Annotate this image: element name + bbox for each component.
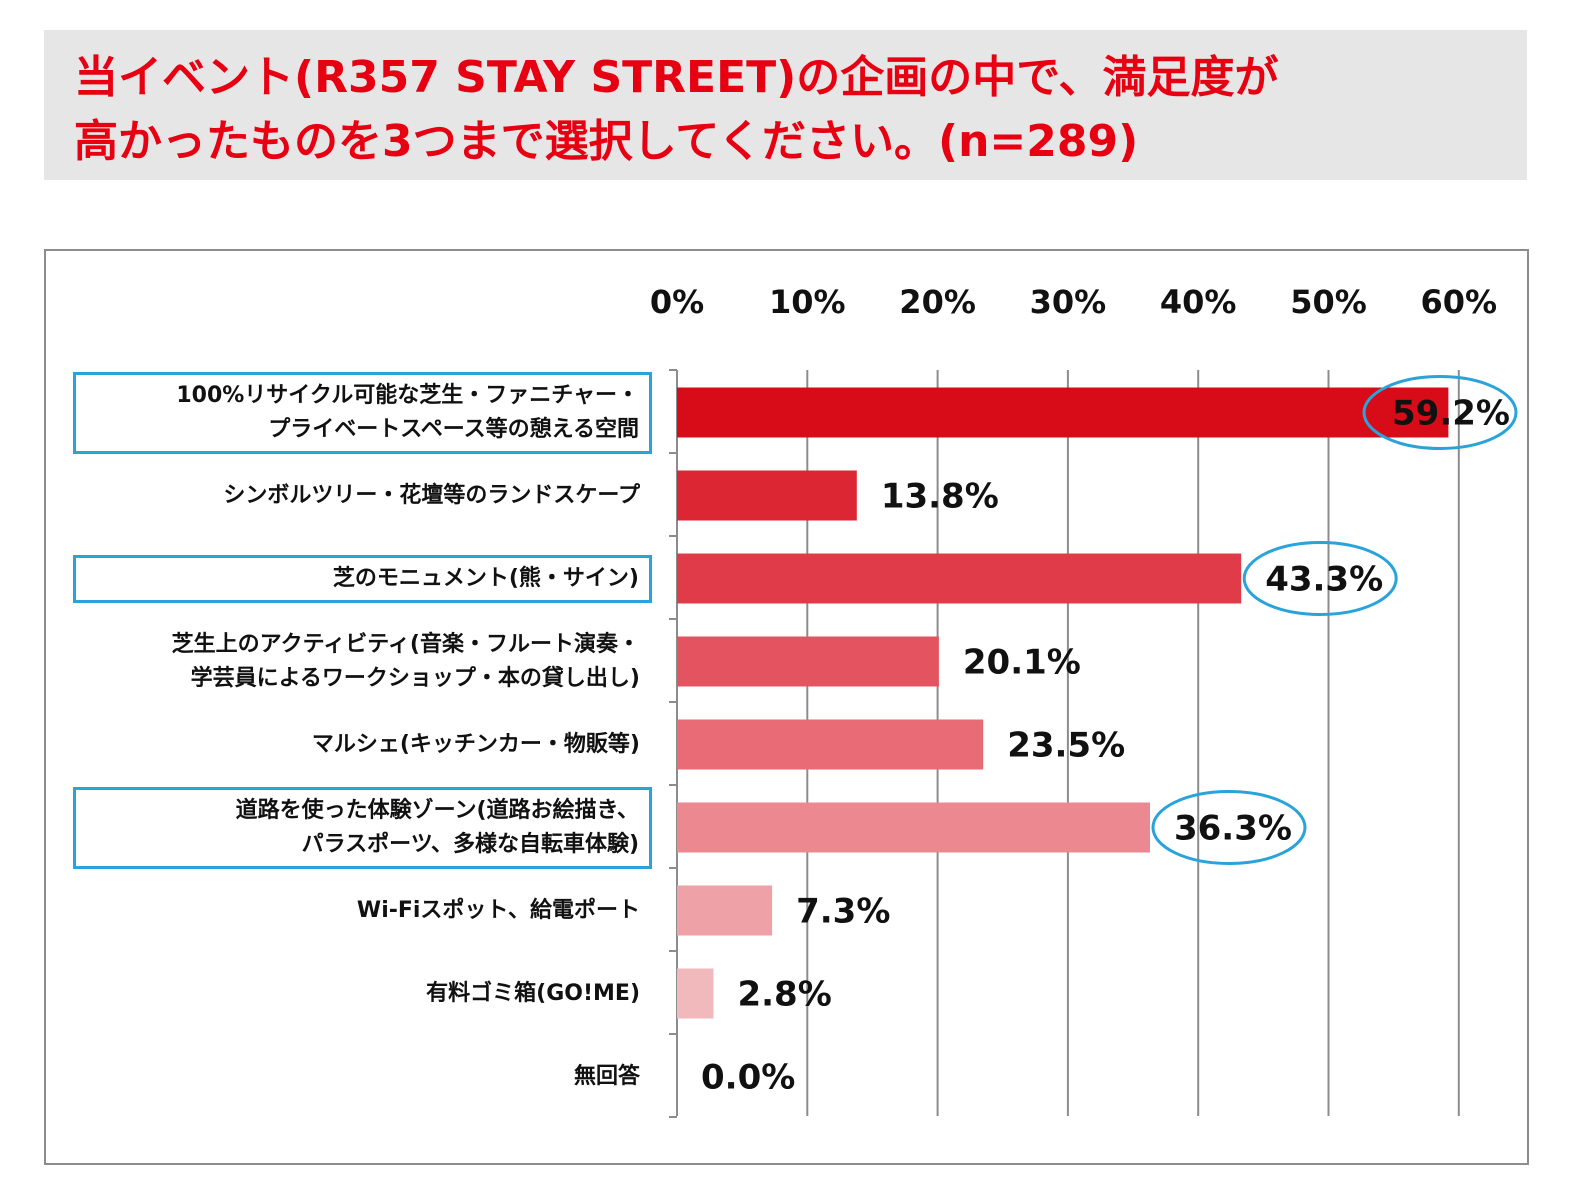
category-label: Wi-Fiスポット、給電ポート	[357, 894, 640, 928]
x-tick-label: 40%	[1160, 283, 1237, 321]
category-label-line: マルシェ(キッチンカー・物販等)	[311, 731, 640, 757]
category-label: 芝生上のアクティビティ(音楽・フルート演奏・学芸員によるワークショップ・本の貸し…	[172, 628, 640, 696]
data-label: 23.5%	[1007, 726, 1125, 766]
title-banner: 当イベント(R357 STAY STREET)の企画の中で、満足度が 高かったも…	[44, 30, 1527, 180]
category-label: 道路を使った体験ゾーン(道路お絵描き、パラスポーツ、多様な自転車体験)	[73, 786, 652, 869]
x-tick-label: 0%	[650, 283, 704, 321]
data-label: 59.2%	[1392, 394, 1510, 434]
category-label: 無回答	[574, 1060, 640, 1094]
bar	[677, 968, 714, 1019]
category-label-line: 道路を使った体験ゾーン(道路お絵描き、	[235, 797, 639, 823]
category-label-line: パラスポーツ、多様な自転車体験)	[301, 831, 639, 857]
category-label-line: 有料ゴミ箱(GO!ME)	[426, 980, 640, 1006]
data-label: 0.0%	[701, 1058, 795, 1098]
category-label: 有料ゴミ箱(GO!ME)	[426, 977, 640, 1011]
bar	[677, 636, 939, 687]
bar	[677, 719, 984, 770]
category-label-line: Wi-Fiスポット、給電ポート	[356, 897, 640, 923]
x-tick-label: 20%	[899, 283, 976, 321]
data-label: 43.3%	[1265, 560, 1383, 600]
category-label: 100%リサイクル可能な芝生・ファニチャー・プライベートスペース等の憩える空間	[73, 371, 652, 454]
data-label: 7.3%	[796, 892, 890, 932]
x-tick-label: 10%	[769, 283, 846, 321]
category-label: マルシェ(キッチンカー・物販等)	[312, 728, 640, 762]
data-label: 13.8%	[881, 477, 999, 517]
x-tick-label: 30%	[1030, 283, 1107, 321]
category-label: シンボルツリー・花壇等のランドスケープ	[223, 479, 640, 513]
category-label-line: シンボルツリー・花壇等のランドスケープ	[223, 482, 640, 508]
category-label-line: 芝のモニュメント(熊・サイン)	[332, 565, 639, 591]
bar	[677, 470, 857, 521]
data-label: 2.8%	[737, 975, 831, 1015]
category-label-line: 学芸員によるワークショップ・本の貸し出し)	[190, 665, 640, 691]
bar	[677, 885, 773, 936]
highlight-circle	[1242, 541, 1398, 616]
highlight-circle	[1362, 375, 1518, 450]
data-label: 20.1%	[963, 643, 1081, 683]
category-label-line: 100%リサイクル可能な芝生・ファニチャー・	[176, 382, 639, 408]
data-label: 36.3%	[1174, 809, 1292, 849]
category-label: 芝のモニュメント(熊・サイン)	[73, 554, 652, 603]
bar	[677, 553, 1242, 604]
bar	[677, 802, 1150, 853]
category-label-line: プライベートスペース等の憩える空間	[268, 416, 639, 442]
category-label-line: 芝生上のアクティビティ(音楽・フルート演奏・	[171, 631, 640, 657]
x-tick-label: 60%	[1421, 283, 1498, 321]
x-tick-label: 50%	[1290, 283, 1367, 321]
title-line-2: 高かったものを3つまで選択してください。(n=289)	[74, 116, 1139, 167]
title-line-1: 当イベント(R357 STAY STREET)の企画の中で、満足度が	[74, 52, 1279, 103]
bar	[677, 387, 1449, 438]
category-label-line: 無回答	[573, 1063, 640, 1089]
highlight-circle	[1151, 790, 1307, 865]
